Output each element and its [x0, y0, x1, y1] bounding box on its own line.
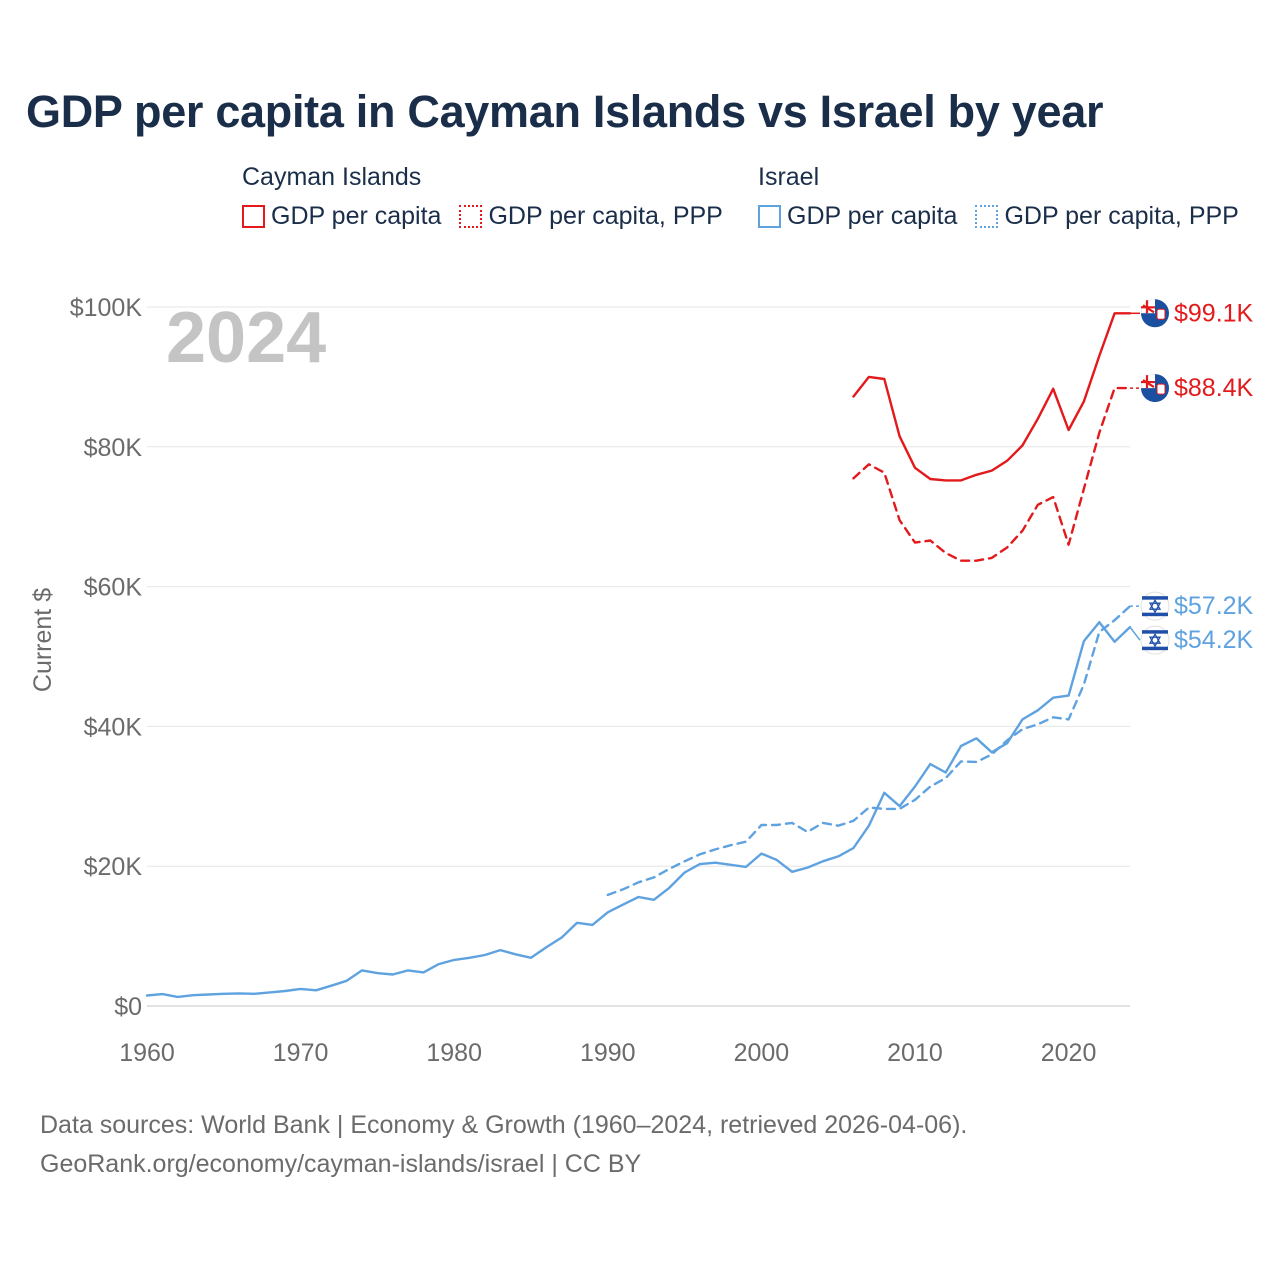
coat-of-arms — [1156, 383, 1166, 395]
x-tick-label: 1960 — [119, 1039, 175, 1067]
source-line-2[interactable]: GeoRank.org/economy/cayman-islands/israe… — [40, 1150, 642, 1178]
legend-group-title: Israel — [758, 163, 820, 191]
y-tick-label: $20K — [84, 853, 143, 881]
end-value-label: $88.4K — [1174, 374, 1254, 402]
x-tick-label: 1980 — [426, 1039, 482, 1067]
flag-top-stripe — [1142, 630, 1168, 634]
legend-swatch-dotted-blue — [975, 205, 999, 228]
cayman-flag-icon — [1141, 299, 1169, 328]
series-line-0[interactable] — [852, 312, 1132, 482]
legend-label: GDP per capita, PPP — [1004, 202, 1239, 230]
flag-bottom-stripe — [1142, 646, 1168, 651]
flag-top-stripe — [1142, 596, 1168, 600]
x-tick-label: 1970 — [273, 1039, 329, 1067]
legend-group-cayman: Cayman Islands GDP per capita GDP per ca… — [242, 160, 741, 231]
end-value-label: $57.2K — [1174, 592, 1254, 620]
source-line-1: Data sources: World Bank | Economy & Gro… — [40, 1111, 968, 1139]
end-value-label: $99.1K — [1174, 299, 1254, 327]
union-jack-cross — [1141, 375, 1155, 389]
y-tick-label: $60K — [84, 574, 143, 602]
cayman-flag-icon — [1141, 374, 1169, 403]
legend-label: GDP per capita — [787, 202, 958, 230]
legend-swatch-solid-blue — [758, 205, 781, 228]
y-axis-label: Current $ — [29, 588, 57, 692]
source-note: Data sources: World Bank | Economy & Gro… — [40, 1106, 967, 1184]
end-label-layer: $99.1K $88.4K $57.2K $54.2K — [1129, 299, 1254, 655]
union-jack-canton — [1141, 374, 1155, 389]
legend-swatch-solid-red — [242, 205, 265, 228]
legend-group-israel: Israel GDP per capita GDP per capita, PP… — [758, 160, 1257, 231]
israel-flag-icon — [1140, 625, 1170, 655]
coat-of-arms — [1156, 308, 1166, 320]
union-jack-canton — [1141, 299, 1155, 314]
star-of-david — [1148, 632, 1162, 648]
legend-item-cayman-ppp[interactable]: GDP per capita, PPP — [459, 202, 723, 231]
end-label-leader — [1129, 626, 1141, 641]
series-line-2[interactable] — [145, 621, 1132, 999]
chart-title: GDP per capita in Cayman Islands vs Isra… — [26, 86, 1104, 137]
x-tick-label: 1990 — [580, 1039, 636, 1067]
grid-layer — [147, 306, 1130, 1007]
legend-group-title: Cayman Islands — [242, 163, 422, 191]
israel-flag-icon — [1140, 591, 1170, 621]
legend-label: GDP per capita, PPP — [488, 202, 723, 230]
flag-bottom-stripe — [1142, 612, 1168, 617]
legend-swatch-dotted-red — [459, 205, 483, 228]
union-jack-cross — [1141, 300, 1155, 314]
x-tick-label: 2020 — [1041, 1039, 1097, 1067]
y-tick-label: $80K — [84, 434, 143, 462]
x-tick-label: 2010 — [887, 1039, 943, 1067]
y-tick-label: $0 — [114, 993, 142, 1021]
legend-label: GDP per capita — [271, 202, 442, 230]
x-tick-label: 2000 — [734, 1039, 790, 1067]
series-line-3[interactable] — [606, 605, 1132, 897]
end-value-label: $54.2K — [1174, 626, 1254, 654]
series-layer — [145, 312, 1132, 999]
legend-item-cayman-gdp[interactable]: GDP per capita — [242, 202, 441, 231]
legend-item-israel-ppp[interactable]: GDP per capita, PPP — [975, 202, 1239, 231]
year-watermark: 2024 — [166, 298, 326, 378]
axis-layer: $0 $20K $40K $60K $80K $100K 1960 1970 1980 1990 2… — [70, 294, 1097, 1067]
y-tick-label: $100K — [70, 294, 143, 322]
series-line-1[interactable] — [852, 386, 1132, 562]
legend-item-israel-gdp[interactable]: GDP per capita — [758, 202, 957, 231]
y-tick-label: $40K — [84, 713, 143, 741]
star-of-david — [1148, 598, 1162, 614]
